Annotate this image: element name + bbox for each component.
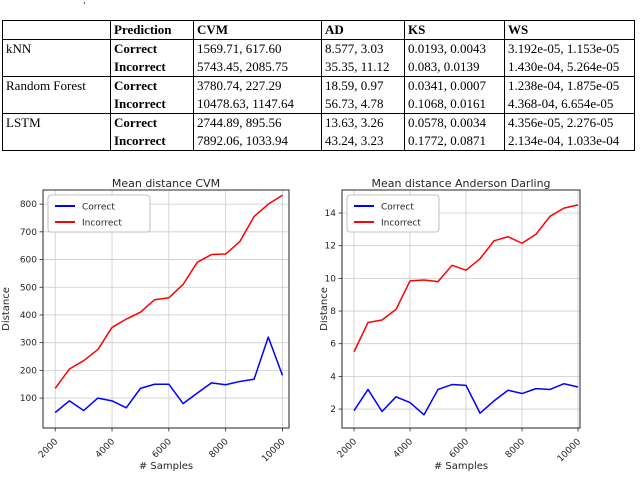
ks-cell: 0.0578, 0.0034 xyxy=(404,113,505,132)
cvm-cell: 2744.89, 895.56 xyxy=(193,113,322,132)
ws-cell: 4.368-04, 6.654e-05 xyxy=(504,95,635,114)
col-header-ws: WS xyxy=(504,20,635,40)
y-axis-label: Distance xyxy=(1,287,12,331)
y-tick-label: 400 xyxy=(20,311,37,321)
x-tick-label: 6000 xyxy=(448,437,471,460)
table-row: Random Forest Correct 3780.74, 227.29 18… xyxy=(2,76,635,114)
series-line-incorrect xyxy=(353,204,579,353)
ks-cell: 0.0341, 0.0007 xyxy=(404,76,505,95)
table-row: LSTM Correct 2744.89, 895.56 13.63, 3.26… xyxy=(2,113,635,151)
table-row: Incorrect 7892.06, 1033.94 43.24, 3.23 0… xyxy=(3,132,635,151)
cvm-cell: 7892.06, 1033.94 xyxy=(193,132,322,151)
y-tick-label: 300 xyxy=(20,339,37,349)
prediction-cell: Correct xyxy=(110,113,194,132)
x-axis-label: # Samples xyxy=(434,461,488,472)
y-tick-label: 8 xyxy=(330,307,336,317)
chart-mean-distance-anderson-darling: 2000 4000 6000 8000 10000 2 4 6 8 10 12 14 Mean dist… xyxy=(320,178,584,472)
model-label: Random Forest xyxy=(2,76,111,114)
model-label: kNN xyxy=(2,39,111,77)
metrics-table: Prediction CVM AD KS WS kNN Correct 1569… xyxy=(2,20,635,151)
y-tick-label: 10 xyxy=(325,274,337,284)
cut-off-text-fragment: , xyxy=(83,0,86,6)
prediction-cell: Incorrect xyxy=(110,132,194,151)
ws-cell: 3.192e-05, 1.153e-05 xyxy=(504,39,635,58)
legend-label-correct: Correct xyxy=(82,203,115,213)
y-tick-label: 600 xyxy=(20,256,37,266)
ks-cell: 0.0193, 0.0043 xyxy=(404,39,505,58)
x-tick-label: 4000 xyxy=(94,437,117,460)
col-header-prediction: Prediction xyxy=(110,20,194,40)
ad-cell: 13.63, 3.26 xyxy=(321,113,405,132)
x-tick-label: 6000 xyxy=(151,437,174,460)
legend-label-incorrect: Incorrect xyxy=(381,219,421,229)
ad-cell: 8.577, 3.03 xyxy=(321,39,405,58)
y-tick-label: 2 xyxy=(330,405,336,415)
prediction-cell: Correct xyxy=(110,39,194,58)
col-header-ad: AD xyxy=(321,20,405,40)
ws-cell: 1.430e-04, 5.264e-05 xyxy=(504,58,635,77)
col-header-model xyxy=(2,20,111,40)
prediction-cell: Incorrect xyxy=(110,58,194,77)
plot-border xyxy=(341,189,581,429)
ws-cell: 4.356e-05, 2.276-05 xyxy=(504,113,635,132)
y-tick-label: 12 xyxy=(325,242,336,252)
model-label: LSTM xyxy=(2,113,111,151)
plot-border xyxy=(42,189,290,429)
cvm-cell: 5743.45, 2085.75 xyxy=(193,58,322,77)
ad-cell: 35.35, 11.12 xyxy=(321,58,405,77)
ws-cell: 1.238e-04, 1.875e-05 xyxy=(504,76,635,95)
y-tick-label: 500 xyxy=(20,283,37,293)
table-group-knn: kNN Correct 1569.71, 617.60 8.577, 3.03 … xyxy=(2,39,635,77)
chart-mean-distance-cvm: 2000 4000 6000 8000 10000 100 200 300 400 500 600 7… xyxy=(1,178,290,472)
x-tick-label: 8000 xyxy=(504,437,527,460)
y-tick-label: 4 xyxy=(330,372,336,382)
table-group-random-forest: Random Forest Correct 3780.74, 227.29 18… xyxy=(2,76,635,114)
ad-cell: 18.59, 0.97 xyxy=(321,76,405,95)
cvm-cell: 10478.63, 1147.64 xyxy=(193,95,322,114)
table-row: Incorrect 10478.63, 1147.64 56.73, 4.78 … xyxy=(3,95,635,114)
x-tick-label: 2000 xyxy=(37,437,60,460)
prediction-cell: Correct xyxy=(110,76,194,95)
ad-cell: 56.73, 4.78 xyxy=(321,95,405,114)
table-row: kNN Correct 1569.71, 617.60 8.577, 3.03 … xyxy=(2,39,635,77)
x-tick-label: 2000 xyxy=(336,437,359,460)
col-header-cvm: CVM xyxy=(193,20,322,40)
y-tick-label: 100 xyxy=(20,394,37,404)
x-tick-label: 10000 xyxy=(260,437,288,465)
y-tick-label: 800 xyxy=(20,200,37,210)
y-tick-label: 6 xyxy=(330,340,336,350)
legend-label-correct: Correct xyxy=(381,203,414,213)
series-line-correct xyxy=(54,336,284,414)
table-group-lstm: LSTM Correct 2744.89, 895.56 13.63, 3.26… xyxy=(2,113,635,151)
ks-cell: 0.1772, 0.0871 xyxy=(404,132,505,151)
ks-cell: 0.083, 0.0139 xyxy=(404,58,505,77)
x-tick-label: 8000 xyxy=(208,437,231,460)
series-line-correct xyxy=(353,382,579,416)
ad-cell: 43.24, 3.23 xyxy=(321,132,405,151)
series-line-incorrect xyxy=(54,194,283,389)
y-tick-label: 700 xyxy=(20,228,37,238)
ws-cell: 2.134e-04, 1.033e-04 xyxy=(504,132,635,151)
y-axis-label: Distance xyxy=(320,287,330,331)
legend-label-incorrect: Incorrect xyxy=(82,219,122,229)
ks-cell: 0.1068, 0.0161 xyxy=(404,95,505,114)
cvm-cell: 3780.74, 227.29 xyxy=(193,76,322,95)
chart-title: Mean distance CVM xyxy=(112,178,220,190)
x-axis-label: # Samples xyxy=(139,461,193,472)
x-tick-label: 10000 xyxy=(556,437,584,465)
chart-title: Mean distance Anderson Darling xyxy=(371,178,550,190)
cvm-cell: 1569.71, 617.60 xyxy=(193,39,322,58)
col-header-ks: KS xyxy=(404,20,505,40)
y-tick-label: 200 xyxy=(20,366,37,376)
y-tick-label: 14 xyxy=(325,209,337,219)
x-tick-label: 4000 xyxy=(392,437,415,460)
prediction-cell: Incorrect xyxy=(110,95,194,114)
table-header-row: Prediction CVM AD KS WS xyxy=(2,20,635,40)
table-row: Incorrect 5743.45, 2085.75 35.35, 11.12 … xyxy=(3,58,635,77)
